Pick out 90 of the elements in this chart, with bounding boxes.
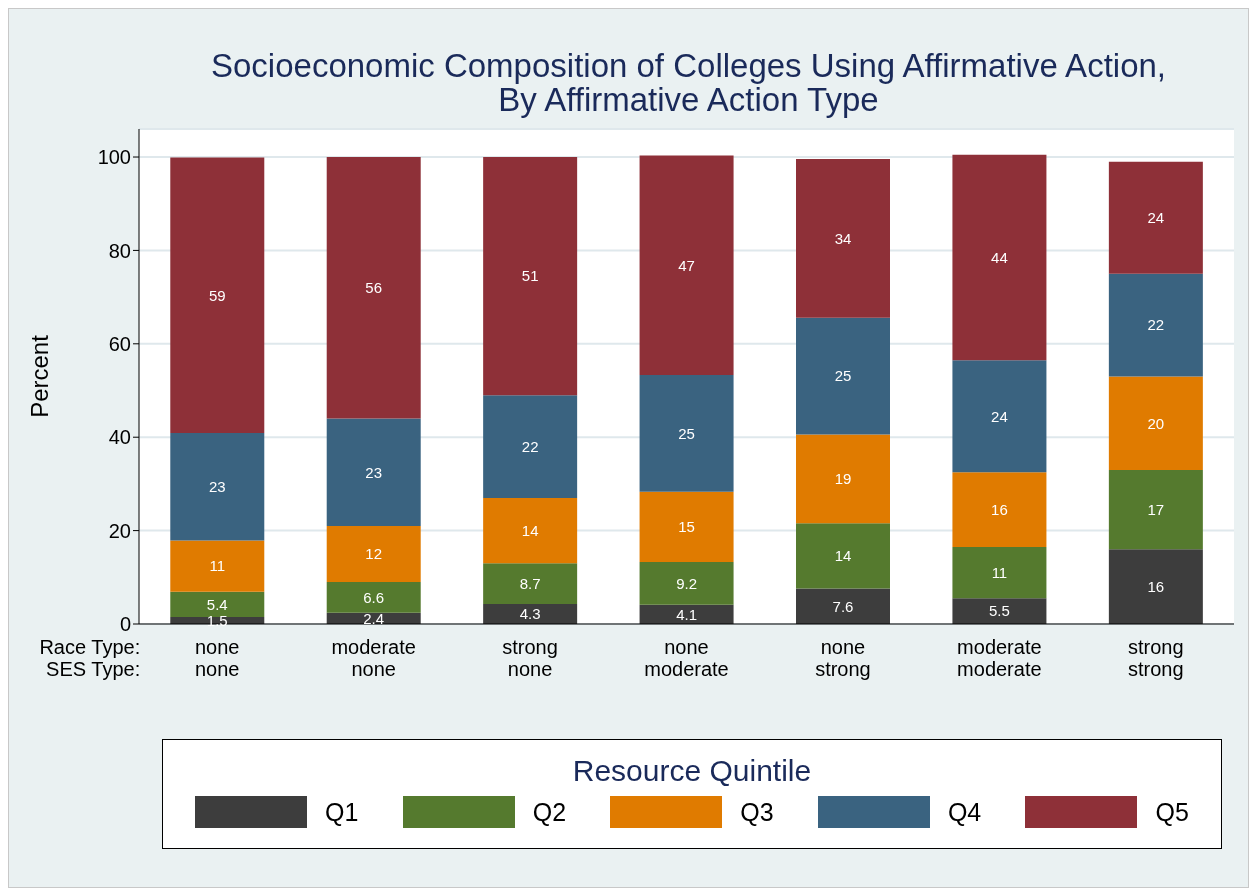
data-label: 14 bbox=[521, 521, 539, 539]
data-label: 5.5 bbox=[989, 602, 1010, 620]
bar bbox=[796, 317, 890, 435]
data-label: 51 bbox=[521, 267, 539, 285]
bar bbox=[326, 157, 421, 419]
x-tick-label: moderate none bbox=[331, 636, 416, 680]
data-label: 8.7 bbox=[519, 574, 541, 592]
data-label: 11 bbox=[991, 563, 1008, 581]
data-label: 24 bbox=[1147, 209, 1165, 227]
data-label: 17 bbox=[1147, 500, 1165, 518]
data-label: 56 bbox=[365, 279, 383, 297]
text: SES Type: bbox=[46, 658, 141, 680]
data-label: 5.4 bbox=[206, 595, 228, 613]
bar bbox=[952, 598, 1047, 624]
bar bbox=[483, 157, 578, 396]
data-label: 23 bbox=[365, 463, 383, 481]
legend-label: Q3 bbox=[740, 797, 774, 827]
x-tick-label: moderate moderate bbox=[957, 636, 1042, 680]
y-tick-label: 100 bbox=[97, 146, 131, 169]
data-label: 14 bbox=[834, 547, 852, 565]
bar bbox=[796, 588, 890, 624]
bar bbox=[1108, 376, 1203, 470]
data-label: 12 bbox=[365, 545, 383, 563]
bar bbox=[952, 472, 1047, 547]
data-label: 11 bbox=[209, 557, 226, 575]
data-label: 4.3 bbox=[519, 605, 541, 623]
chart-title: Socioeconomic Composition of Colleges Using Affirmative Action, By Affirmative Action Type bbox=[210, 47, 1167, 118]
bar bbox=[639, 375, 734, 492]
legend-label: Q5 bbox=[1155, 797, 1189, 827]
legend-label: Q1 bbox=[325, 797, 359, 827]
bar bbox=[639, 155, 734, 376]
bar bbox=[1108, 549, 1203, 624]
bar bbox=[952, 360, 1047, 473]
x-tick-label: strong strong bbox=[1127, 636, 1184, 680]
y-tick-label: 40 bbox=[108, 426, 131, 449]
data-label: 22 bbox=[1147, 316, 1165, 334]
bar bbox=[639, 491, 734, 562]
data-label: 7.6 bbox=[832, 597, 854, 615]
data-label: 6.6 bbox=[363, 588, 385, 606]
bar bbox=[952, 546, 1047, 599]
bar bbox=[639, 561, 734, 605]
bar bbox=[1108, 161, 1203, 274]
data-label: 22 bbox=[521, 437, 539, 455]
data-label: 47 bbox=[678, 256, 695, 274]
y-tick-label: 0 bbox=[119, 613, 131, 636]
legend-label: Q4 bbox=[947, 797, 982, 827]
y-axis-title: Percent bbox=[25, 334, 53, 418]
data-label: 25 bbox=[834, 367, 852, 385]
bar bbox=[639, 604, 734, 624]
y-tick-label: 80 bbox=[108, 239, 131, 262]
bar bbox=[952, 154, 1047, 361]
bar bbox=[1108, 273, 1203, 377]
x-tick-label: strong none bbox=[502, 636, 558, 680]
data-label: 20 bbox=[1147, 414, 1165, 432]
bar bbox=[170, 591, 265, 617]
legend-title: Resource Quintile bbox=[571, 754, 813, 788]
data-label: 4.1 bbox=[676, 605, 697, 623]
data-label: 59 bbox=[208, 286, 226, 304]
bar bbox=[326, 581, 421, 613]
data-label: 19 bbox=[834, 470, 852, 488]
bar bbox=[796, 158, 890, 318]
data-label: 24 bbox=[991, 407, 1008, 425]
bar bbox=[170, 157, 265, 433]
data-label: 16 bbox=[1147, 577, 1165, 595]
legend-label: Q2 bbox=[532, 797, 567, 827]
bar bbox=[326, 418, 421, 526]
data-label: 2.4 bbox=[363, 609, 385, 627]
bar bbox=[796, 523, 890, 589]
data-label: 15 bbox=[678, 518, 695, 536]
x-tick-label: none moderate bbox=[644, 636, 729, 680]
y-tick-label: 20 bbox=[108, 519, 131, 542]
y-tick-label: 60 bbox=[108, 332, 131, 355]
x-tick-label: none strong bbox=[815, 636, 871, 680]
bar bbox=[796, 434, 890, 524]
data-label: 1.5 bbox=[206, 611, 228, 629]
bar bbox=[170, 433, 265, 541]
data-label: 25 bbox=[678, 424, 695, 442]
data-label: 9.2 bbox=[676, 574, 697, 592]
bar bbox=[170, 540, 265, 592]
data-label: 16 bbox=[991, 500, 1008, 518]
text: Race Type: bbox=[39, 636, 141, 658]
data-label: 23 bbox=[208, 478, 226, 496]
bar bbox=[326, 525, 421, 582]
bar bbox=[483, 563, 578, 604]
data-label: 44 bbox=[991, 248, 1008, 266]
bar bbox=[1108, 469, 1203, 550]
bar bbox=[483, 395, 578, 498]
data-label: 34 bbox=[834, 229, 852, 247]
x-tick-label: none none bbox=[194, 636, 240, 680]
bar bbox=[483, 497, 578, 564]
